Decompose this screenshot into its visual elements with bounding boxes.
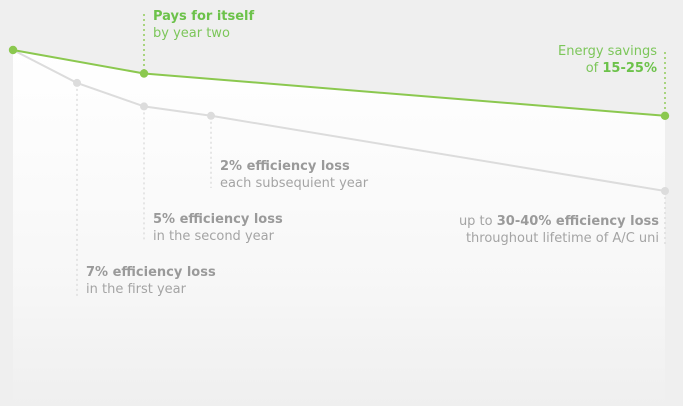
loss-7-title: 7% efficiency loss: [86, 265, 216, 280]
point-without-service-4: [661, 187, 669, 195]
loss-5-annotation: 5% efficiency loss in the second year: [153, 211, 283, 245]
energy-savings-label: Energy savings: [558, 44, 657, 59]
loss-5-subtitle: in the second year: [153, 229, 274, 244]
loss-5-title: 5% efficiency loss: [153, 212, 283, 227]
loss-7-annotation: 7% efficiency loss in the first year: [86, 264, 216, 298]
energy-savings-value: 15-25%: [602, 61, 657, 76]
point-with-service-2: [139, 69, 149, 78]
pays-for-itself-title: Pays for itself: [153, 9, 255, 24]
point-without-service-2: [140, 102, 148, 111]
point-without-service-3: [207, 111, 215, 120]
loss-2-annotation: 2% efficiency loss each subsequient year: [220, 158, 368, 192]
loss-2-title: 2% efficiency loss: [220, 159, 350, 174]
energy-savings-of: of: [585, 61, 603, 76]
pays-for-itself-annotation: Pays for itself by year two: [153, 8, 254, 42]
loss-2-subtitle: each subsequient year: [220, 176, 369, 191]
loss-lifetime-annotation: up to 30-40% efficiency loss throughout …: [459, 213, 659, 247]
point-with-service-0: [8, 45, 18, 55]
pays-for-itself-subtitle: by year two: [153, 26, 230, 41]
energy-savings-annotation: Energy savings of 15-25%: [558, 43, 657, 77]
loss-7-subtitle: in the first year: [86, 282, 186, 297]
point-without-service-1: [73, 78, 81, 87]
loss-lifetime-prefix: up to: [458, 214, 497, 229]
loss-lifetime-title: 30-40% efficiency loss: [496, 214, 659, 229]
loss-lifetime-subtitle: throughout lifetime of A/C uni: [465, 231, 659, 246]
point-with-service-4: [660, 111, 670, 121]
chart-area: [13, 50, 665, 406]
